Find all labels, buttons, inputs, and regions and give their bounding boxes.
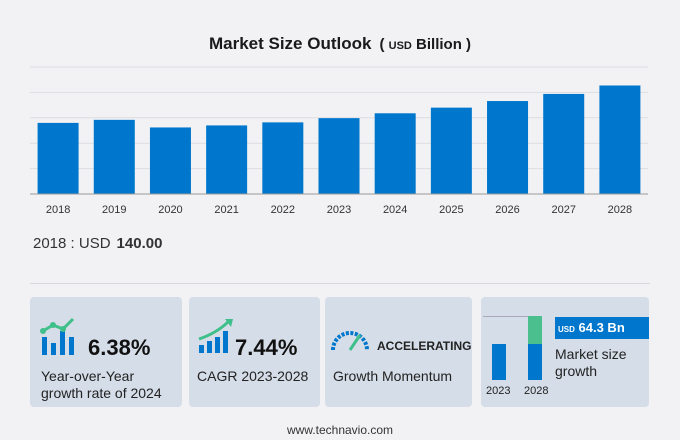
growth-label-1: Market size bbox=[555, 346, 627, 362]
year-2028: 2028 bbox=[524, 385, 549, 397]
x-tick-label: 2018 bbox=[46, 204, 70, 216]
growth-label-2: growth bbox=[555, 363, 598, 379]
bar-2023 bbox=[492, 344, 506, 380]
bar-2028 bbox=[599, 85, 641, 194]
growth-bars-icon bbox=[40, 317, 75, 355]
growth-card: 2023 2028 USD 64.3 Bn Market size growth bbox=[481, 297, 649, 407]
x-tick-label: 2027 bbox=[551, 204, 575, 216]
momentum-value: ACCELERATING bbox=[377, 339, 472, 353]
x-tick-label: 2023 bbox=[327, 204, 351, 216]
bar-2026 bbox=[487, 101, 529, 194]
bar-2019 bbox=[93, 119, 135, 194]
bar-2024 bbox=[374, 113, 416, 194]
yoy-label-2: growth rate of 2024 bbox=[41, 385, 162, 401]
x-tick-label: 2022 bbox=[271, 204, 295, 216]
cagr-value: 7.44% bbox=[235, 335, 298, 360]
x-tick-label: 2026 bbox=[495, 204, 519, 216]
base-value-note: 2018 : USD 140.00 bbox=[33, 235, 163, 252]
cagr-label: CAGR 2023-2028 bbox=[197, 368, 309, 384]
bar-2018 bbox=[37, 122, 79, 194]
bar-2023 bbox=[318, 118, 360, 194]
chart-title: Market Size Outlook( USD Billion ) bbox=[208, 34, 472, 53]
x-tick-label: 2019 bbox=[102, 204, 126, 216]
x-tick-label: 2021 bbox=[214, 204, 238, 216]
growth-value-badge: USD 64.3 Bn bbox=[555, 317, 649, 339]
bar-2028 bbox=[528, 344, 542, 380]
cagr-card: 7.44% CAGR 2023-2028 bbox=[189, 297, 320, 407]
x-tick-label: 2024 bbox=[383, 204, 407, 216]
reference-line bbox=[483, 316, 537, 317]
momentum-label: Growth Momentum bbox=[333, 368, 453, 384]
year-2023: 2023 bbox=[486, 385, 511, 397]
bar-2021 bbox=[206, 125, 248, 194]
x-tick-label: 2020 bbox=[158, 204, 182, 216]
yoy-value: 6.38% bbox=[88, 335, 151, 360]
bar-chart: 2018 2019 2020 2021 2022 2023 2024 2025 2026 2027… bbox=[30, 66, 648, 216]
bar-2022 bbox=[262, 122, 304, 194]
bar-increment bbox=[528, 316, 542, 344]
divider bbox=[30, 283, 650, 284]
momentum-card: ACCELERATING Growth Momentum bbox=[325, 297, 472, 407]
yoy-label-1: Year-over-Year bbox=[41, 368, 135, 384]
footer-url: www.technavio.com bbox=[286, 423, 394, 437]
speedometer-icon bbox=[331, 331, 369, 351]
x-tick-label: 2025 bbox=[439, 204, 463, 216]
x-tick-label: 2028 bbox=[608, 204, 632, 216]
yoy-card: 6.38% Year-over-Year growth rate of 2024 bbox=[30, 297, 182, 407]
bar-2020 bbox=[149, 127, 191, 194]
bar-2025 bbox=[430, 107, 472, 194]
bar-2027 bbox=[543, 93, 585, 194]
trend-up-icon bbox=[198, 319, 233, 353]
